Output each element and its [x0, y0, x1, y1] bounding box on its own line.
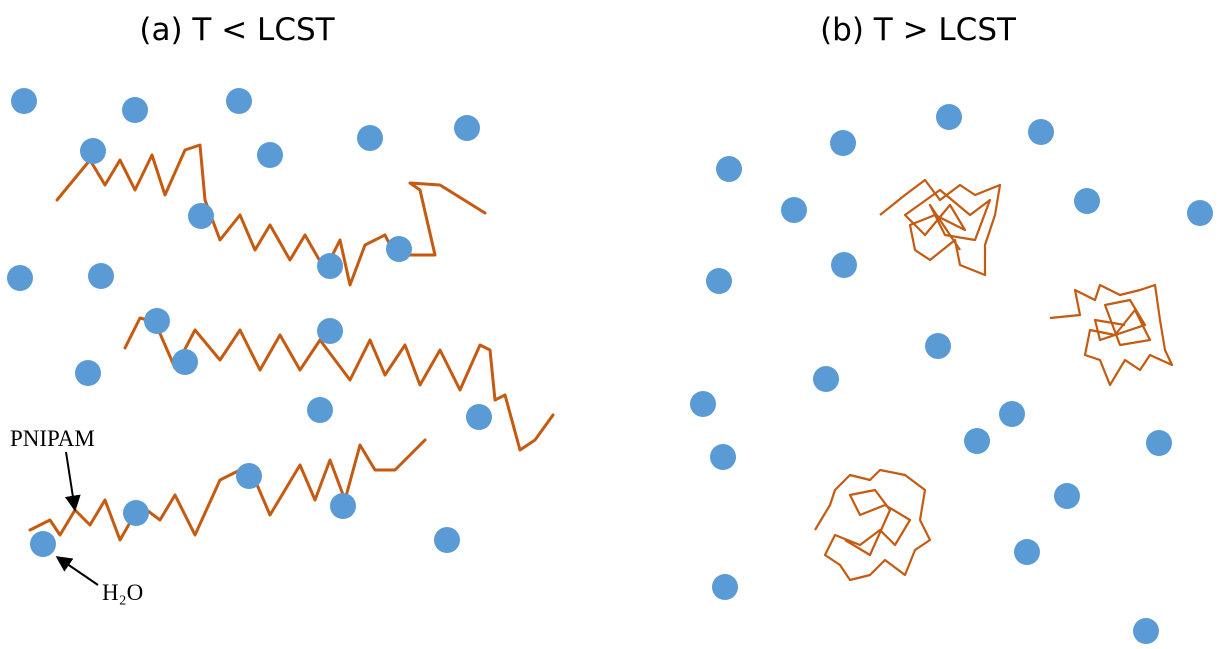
- water-label: H₂O: [102, 580, 143, 605]
- panel-title: (b) T > LCST: [820, 12, 1017, 48]
- polymer-label: PNIPAM: [10, 426, 95, 451]
- arrow: [66, 452, 75, 510]
- panel-title: (a) T < LCST: [139, 12, 335, 48]
- polymer-chains: [30, 145, 553, 540]
- diagram: (a) T < LCST (b) T > LCST PNIPAM H₂O: [0, 0, 1225, 649]
- water-molecules: [7, 88, 1213, 644]
- arrow: [57, 557, 98, 585]
- polymer-coils: [815, 180, 1172, 580]
